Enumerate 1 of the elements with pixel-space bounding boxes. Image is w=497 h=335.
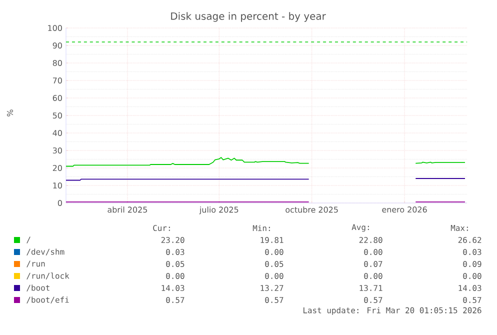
- chart-title: Disk usage in percent - by year: [171, 12, 326, 22]
